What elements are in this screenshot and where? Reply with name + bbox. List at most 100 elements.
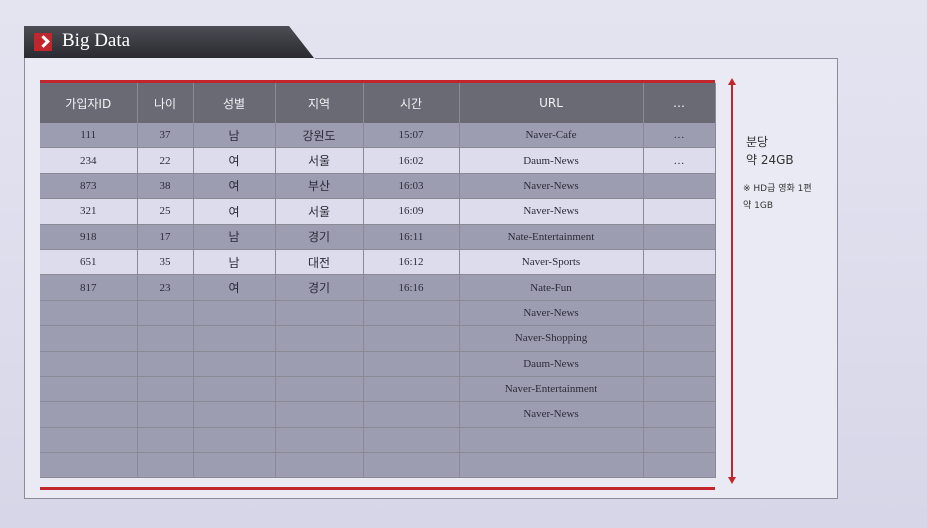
table-cell bbox=[363, 325, 460, 352]
table-row: 651 35 남 대전 16:12 Naver-Sports bbox=[40, 249, 716, 276]
table-cell bbox=[643, 198, 716, 225]
table-cell: 16:12 bbox=[363, 249, 460, 276]
table-cell bbox=[275, 351, 364, 377]
table-cell: 부산 bbox=[275, 173, 364, 200]
size-note-line2: 약 1GB bbox=[743, 201, 774, 211]
table-cell bbox=[643, 427, 716, 454]
table-cell bbox=[643, 173, 716, 200]
table-cell bbox=[275, 452, 364, 479]
table-cell: 남 bbox=[193, 123, 276, 149]
table-cell: 37 bbox=[137, 123, 194, 149]
table-cell bbox=[193, 325, 276, 352]
size-label-line1: 분당 bbox=[746, 135, 769, 149]
table-cell bbox=[137, 452, 194, 479]
table-cell: Naver-News bbox=[459, 198, 644, 225]
table-cell bbox=[643, 249, 716, 276]
table-cell bbox=[193, 376, 276, 403]
table-cell: … bbox=[643, 123, 716, 149]
table-cell: Nate-Fun bbox=[459, 274, 644, 301]
table-cell bbox=[643, 274, 716, 301]
table-row: 817 23 여 경기 16:16 Nate-Fun bbox=[40, 274, 716, 301]
slide-title-bar: Big Data bbox=[24, 26, 314, 58]
table-cell bbox=[459, 452, 644, 479]
header-region: 지역 bbox=[275, 83, 364, 123]
table-cell bbox=[363, 376, 460, 403]
header-subscriber-id: 가입자ID bbox=[40, 83, 138, 123]
table-cell: Daum-News bbox=[459, 351, 644, 377]
table-cell bbox=[137, 351, 194, 377]
table-row: 111 37 남 강원도 15:07 Naver-Cafe… bbox=[40, 123, 716, 149]
table-cell: 817 bbox=[40, 274, 138, 301]
table-cell: 111 bbox=[40, 123, 138, 149]
size-label-line2: 약 24GB bbox=[746, 153, 794, 167]
table-cell: 22 bbox=[137, 147, 194, 174]
table-cell bbox=[137, 401, 194, 428]
table-cell bbox=[275, 300, 364, 327]
table-row bbox=[40, 427, 716, 454]
table-row bbox=[40, 452, 716, 479]
table-row: Naver-News bbox=[40, 300, 716, 327]
table-cell: 16:03 bbox=[363, 173, 460, 200]
table-cell: 16:11 bbox=[363, 224, 460, 250]
table-cell bbox=[459, 427, 644, 454]
table-cell bbox=[643, 452, 716, 479]
table-cell: 873 bbox=[40, 173, 138, 200]
chevron-right-icon bbox=[34, 33, 52, 51]
table-cell bbox=[193, 401, 276, 428]
table-cell: 16:02 bbox=[363, 147, 460, 174]
table-cell bbox=[275, 427, 364, 454]
table-header-row: 가입자ID 나이 성별 지역 시간 URL … bbox=[40, 83, 716, 123]
table-cell: 서울 bbox=[275, 198, 364, 225]
table-cell bbox=[363, 300, 460, 327]
size-note-line1: ※ HD급 영화 1편 bbox=[743, 184, 812, 194]
table-cell bbox=[40, 300, 138, 327]
table-cell: Naver-Entertainment bbox=[459, 376, 644, 403]
header-gender: 성별 bbox=[193, 83, 276, 123]
table-cell bbox=[643, 351, 716, 377]
table-cell bbox=[643, 401, 716, 428]
table-cell: 16:16 bbox=[363, 274, 460, 301]
data-table-wrapper: 가입자ID 나이 성별 지역 시간 URL … 111 37 남 강원도 15:07 Na… bbox=[40, 80, 716, 490]
table-cell bbox=[137, 325, 194, 352]
table-row: 234 22 여 서울 16:02 Daum-News… bbox=[40, 147, 716, 174]
table-cell bbox=[275, 401, 364, 428]
table-cell: Nate-Entertainment bbox=[459, 224, 644, 250]
table-cell bbox=[40, 376, 138, 403]
table-cell: 651 bbox=[40, 249, 138, 276]
header-more: … bbox=[643, 83, 716, 123]
table-cell: Naver-Cafe bbox=[459, 123, 644, 149]
table-cell bbox=[643, 300, 716, 327]
table-cell bbox=[275, 325, 364, 352]
table-cell: 남 bbox=[193, 224, 276, 250]
table-cell bbox=[40, 351, 138, 377]
table-cell: … bbox=[643, 147, 716, 174]
table-cell: 234 bbox=[40, 147, 138, 174]
header-url: URL bbox=[459, 83, 644, 123]
header-age: 나이 bbox=[137, 83, 194, 123]
table-cell bbox=[193, 351, 276, 377]
table-cell bbox=[40, 427, 138, 454]
table-cell: 321 bbox=[40, 198, 138, 225]
table-cell: 23 bbox=[137, 274, 194, 301]
table-cell bbox=[363, 427, 460, 454]
size-double-arrow bbox=[728, 78, 736, 484]
table-cell bbox=[275, 376, 364, 403]
table-cell: 남 bbox=[193, 249, 276, 276]
table-cell: Daum-News bbox=[459, 147, 644, 174]
table-cell: 25 bbox=[137, 198, 194, 225]
table-cell: 서울 bbox=[275, 147, 364, 174]
table-cell bbox=[193, 452, 276, 479]
table-cell: 경기 bbox=[275, 274, 364, 301]
table-cell bbox=[643, 376, 716, 403]
table-cell: 35 bbox=[137, 249, 194, 276]
table-cell: 경기 bbox=[275, 224, 364, 250]
table-cell: Naver-News bbox=[459, 300, 644, 327]
table-row: Naver-News bbox=[40, 401, 716, 428]
table-row: 873 38 여 부산 16:03 Naver-News bbox=[40, 173, 716, 200]
table-cell: 15:07 bbox=[363, 123, 460, 149]
table-cell: 여 bbox=[193, 198, 276, 225]
table-cell bbox=[193, 300, 276, 327]
size-note: ※ HD급 영화 1편 약 1GB bbox=[743, 181, 812, 215]
table-cell bbox=[643, 325, 716, 352]
table-cell bbox=[137, 376, 194, 403]
